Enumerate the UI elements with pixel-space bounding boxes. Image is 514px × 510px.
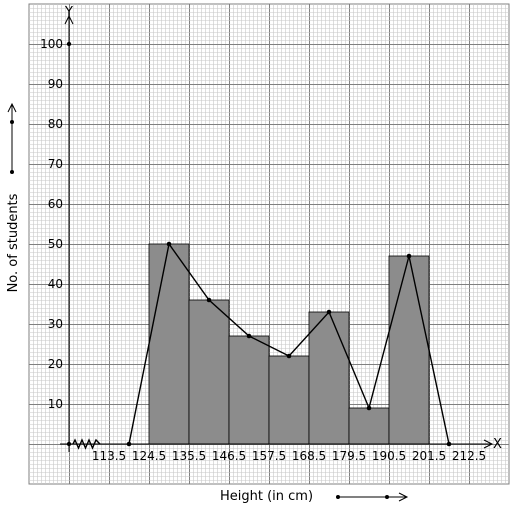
y-tick-label: 50: [48, 237, 63, 251]
y-tick-label: 70: [48, 157, 63, 171]
histogram-bar: [308, 311, 350, 445]
y-axis-letter: Y: [64, 5, 73, 20]
histogram-bar: [148, 243, 190, 445]
y-direction-dot: [10, 170, 14, 174]
y-tick-label: 90: [48, 77, 63, 91]
y-axis-title: No. of students: [6, 193, 21, 292]
x-tick-label: 157.5: [252, 449, 286, 463]
axis-break-zigzag: [72, 438, 101, 450]
y-tick-label: 60: [48, 197, 63, 211]
x-direction-dot: [336, 495, 340, 499]
origin-dot: [66, 441, 72, 447]
tick-labels: 10 20 30 40 50 60 70 80 90 100 113.5 124.5 135.5 146.…: [40, 37, 486, 463]
histogram-bar: [228, 335, 270, 445]
frequency-polygon-point: [126, 441, 132, 447]
x-axis-title: Height (in cm): [220, 489, 313, 504]
y-tick-label: 40: [48, 277, 63, 291]
frequency-polygon-point: [406, 253, 412, 259]
x-direction-dot: [385, 495, 389, 499]
y-tick-label: 80: [48, 117, 63, 131]
x-tick-label: 135.5: [172, 449, 206, 463]
x-tick-label: 113.5: [92, 449, 126, 463]
y-tick-label: 30: [48, 317, 63, 331]
x-direction-arrowhead: [398, 492, 409, 502]
y-tick-label: 10: [48, 397, 63, 411]
histogram-bar: [268, 355, 310, 445]
graph-paper-grid: [28, 3, 510, 485]
x-tick-label: 212.5: [452, 449, 486, 463]
y-axis-top-dot: [66, 41, 72, 47]
x-tick-label: 201.5: [412, 449, 446, 463]
frequency-polygon-point: [286, 353, 292, 359]
histogram-bars: [148, 243, 430, 445]
x-tick-label: 146.5: [212, 449, 246, 463]
histogram-bar: [188, 299, 230, 445]
x-tick-label: 190.5: [372, 449, 406, 463]
y-axis-arrow: [64, 14, 74, 25]
axes: [60, 14, 494, 452]
frequency-polygon-point: [166, 241, 172, 247]
histogram-bar: [348, 407, 390, 445]
decorations: [7, 102, 409, 502]
y-direction-arrowhead: [7, 102, 17, 113]
frequency-polygon-point: [206, 297, 212, 303]
x-tick-label: 179.5: [332, 449, 366, 463]
x-tick-label: 124.5: [132, 449, 166, 463]
y-direction-dot: [10, 120, 14, 124]
frequency-polygon-point: [446, 441, 452, 447]
y-tick-label: 100: [40, 37, 63, 51]
x-axis-arrow: [483, 439, 494, 449]
histogram-bar: [388, 255, 430, 445]
frequency-polygon-point: [326, 309, 332, 315]
frequency-polygon-point: [366, 405, 372, 411]
frequency-polygon: [126, 241, 452, 447]
x-axis-letter: X: [493, 437, 502, 452]
x-tick-label: 168.5: [292, 449, 326, 463]
y-tick-label: 20: [48, 357, 63, 371]
frequency-polygon-point: [246, 333, 252, 339]
